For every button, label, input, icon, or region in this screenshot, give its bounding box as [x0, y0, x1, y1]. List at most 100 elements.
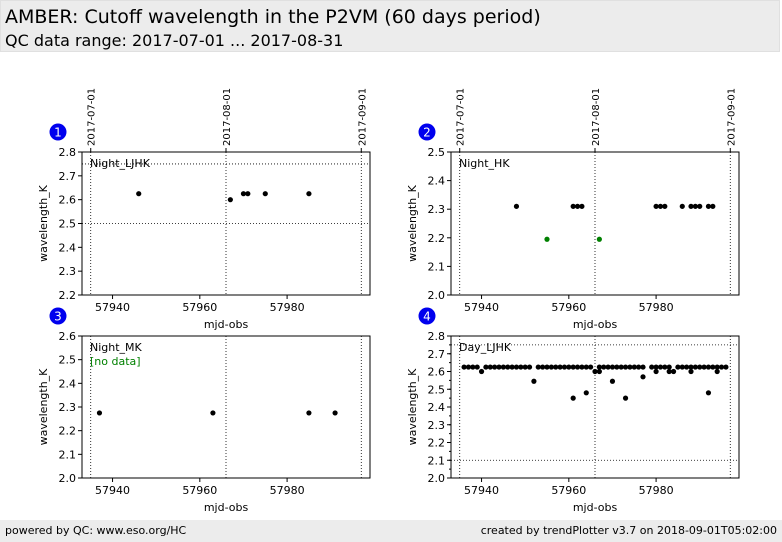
data-point [465, 364, 472, 370]
date-tick-label: 2017-07-01 [87, 88, 98, 146]
y-tick-label: 2.0 [428, 289, 446, 302]
x-axis-label: mjd-obs [573, 501, 618, 514]
data-point [679, 203, 685, 209]
data-point [692, 364, 698, 370]
y-tick-label: 2.3 [59, 265, 77, 278]
data-point [697, 364, 703, 370]
data-point [653, 368, 659, 375]
x-tick-label: 57960 [182, 484, 217, 497]
data-point [596, 236, 602, 242]
y-tick-label: 2.7 [59, 170, 77, 183]
data-point [245, 191, 251, 197]
data-point [609, 378, 616, 384]
date-tick-label: 2017-09-01 [357, 88, 368, 146]
data-point [531, 378, 537, 384]
data-point [640, 364, 646, 370]
data-point [227, 197, 233, 203]
panel-label: Night_LJHK [90, 157, 151, 170]
data-point [657, 364, 664, 370]
data-point [561, 364, 568, 370]
no-data-label: [no data] [90, 355, 141, 368]
data-point [666, 368, 672, 375]
x-tick-label: 57940 [95, 484, 130, 497]
y-axis-label: wavelength_K [406, 184, 419, 262]
panel-number-badge [49, 123, 67, 141]
y-tick-label: 2.6 [59, 330, 77, 343]
data-point [306, 410, 312, 416]
date-tick-label: 2017-08-01 [222, 88, 233, 146]
panel-number-badge [49, 307, 67, 325]
data-point [579, 364, 585, 370]
page-footer: powered by QC: www.eso.org/HC created by… [0, 520, 782, 542]
data-point [684, 364, 690, 370]
data-point [557, 364, 563, 370]
data-point [579, 203, 585, 209]
data-point [574, 364, 581, 370]
y-tick-label: 2.4 [428, 175, 446, 188]
y-axis-label: wavelength_K [37, 184, 50, 262]
data-point [662, 203, 668, 209]
data-point [483, 364, 489, 370]
data-point [714, 368, 720, 375]
date-tick-label: 2017-09-01 [726, 88, 737, 146]
data-point [670, 368, 677, 375]
data-point [605, 364, 611, 370]
data-point [596, 364, 602, 370]
chart-panel-2: 2017-07-01 2017-08-01 2017-09-01 2.0 2.1 2.2 2… [406, 88, 740, 331]
x-tick-label: 57940 [464, 484, 499, 497]
data-point [710, 203, 716, 209]
date-tick-label: 2017-07-01 [456, 88, 467, 146]
y-tick-label: 2.2 [428, 437, 446, 450]
x-tick-label: 57940 [464, 301, 499, 314]
y-tick-label: 2.1 [428, 260, 446, 273]
data-point [492, 364, 498, 370]
y-tick-label: 2.8 [428, 330, 446, 343]
y-tick-label: 2.0 [428, 472, 446, 485]
data-point [622, 364, 629, 370]
data-point [513, 364, 520, 370]
y-axis-label: wavelength_K [37, 368, 50, 446]
panel-label: Night_MK [90, 341, 143, 354]
data-point [262, 191, 268, 197]
y-tick-label: 2.3 [428, 419, 446, 432]
data-point [553, 364, 559, 370]
data-point [570, 395, 576, 401]
y-tick-label: 2.2 [59, 425, 77, 438]
data-point [136, 191, 142, 197]
data-point [478, 368, 485, 375]
panel-label: Day_LJHK [459, 341, 512, 354]
data-point [566, 364, 572, 370]
data-point [640, 374, 646, 380]
panel-number-badge-label: 1 [54, 126, 62, 140]
data-point [240, 191, 247, 197]
data-point [601, 364, 607, 370]
data-point [570, 203, 576, 209]
y-tick-label: 2.4 [59, 241, 77, 254]
x-tick-label: 57960 [182, 301, 217, 314]
data-point [588, 364, 594, 370]
data-point [96, 410, 103, 416]
data-point [688, 368, 694, 375]
data-point [487, 364, 493, 370]
data-point [649, 364, 655, 370]
y-tick-label: 2.1 [59, 448, 77, 461]
data-point [505, 364, 511, 370]
x-axis-label: mjd-obs [573, 318, 618, 331]
data-point [535, 364, 541, 370]
data-point [470, 364, 476, 370]
page-header: AMBER: Cutoff wavelength in the P2VM (60… [0, 0, 780, 52]
data-point [622, 395, 629, 401]
y-axis-label: wavelength_K [406, 368, 419, 446]
data-point [574, 203, 581, 209]
data-point [627, 364, 633, 370]
data-point [675, 364, 681, 370]
y-tick-label: 2.5 [428, 383, 446, 396]
x-tick-label: 57980 [270, 484, 305, 497]
x-axis-label: mjd-obs [204, 501, 249, 514]
x-axis-label: mjd-obs [204, 318, 249, 331]
y-tick-label: 2.1 [428, 454, 446, 467]
y-tick-label: 2.3 [59, 401, 77, 414]
data-point [710, 364, 716, 370]
data-point [653, 203, 659, 209]
panel-number-badge [418, 123, 436, 141]
